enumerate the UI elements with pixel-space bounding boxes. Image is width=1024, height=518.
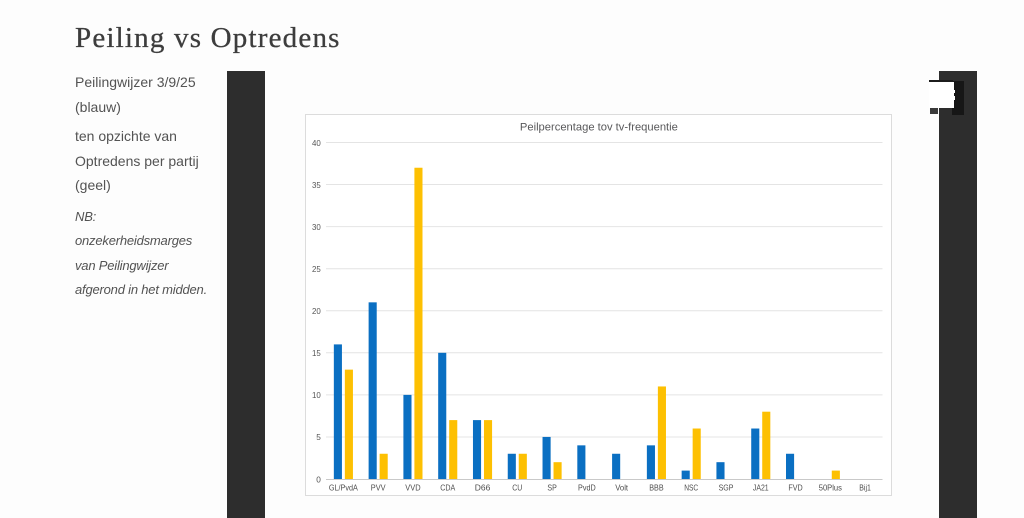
svg-text:Bij1: Bij1 — [859, 483, 871, 493]
svg-text:40: 40 — [312, 138, 321, 148]
svg-text:PvdD: PvdD — [578, 483, 596, 493]
svg-text:CU: CU — [512, 483, 522, 493]
svg-text:GL/PvdA: GL/PvdA — [329, 483, 358, 493]
svg-text:FVD: FVD — [788, 483, 802, 493]
svg-text:Peilpercentage tov tv-frequent: Peilpercentage tov tv-frequentie — [520, 121, 678, 133]
svg-text:35: 35 — [312, 180, 321, 190]
svg-text:15: 15 — [312, 348, 321, 358]
svg-text:JA21: JA21 — [753, 483, 769, 493]
svg-text:25: 25 — [312, 264, 321, 274]
svg-text:5: 5 — [316, 432, 321, 442]
svg-text:30: 30 — [312, 222, 321, 232]
svg-text:CDA: CDA — [440, 483, 455, 493]
svg-text:D66: D66 — [475, 483, 491, 493]
svg-text:VVD: VVD — [405, 483, 420, 493]
svg-text:SP: SP — [547, 483, 557, 493]
svg-text:50Plus: 50Plus — [819, 483, 842, 493]
svg-text:NSC: NSC — [684, 483, 698, 493]
svg-text:10: 10 — [312, 390, 321, 400]
svg-text:BBB: BBB — [649, 483, 664, 493]
svg-text:SGP: SGP — [719, 483, 734, 493]
svg-text:0: 0 — [316, 474, 321, 484]
svg-text:Volt: Volt — [615, 483, 628, 493]
svg-text:20: 20 — [312, 306, 321, 316]
svg-text:PVV: PVV — [371, 483, 386, 493]
